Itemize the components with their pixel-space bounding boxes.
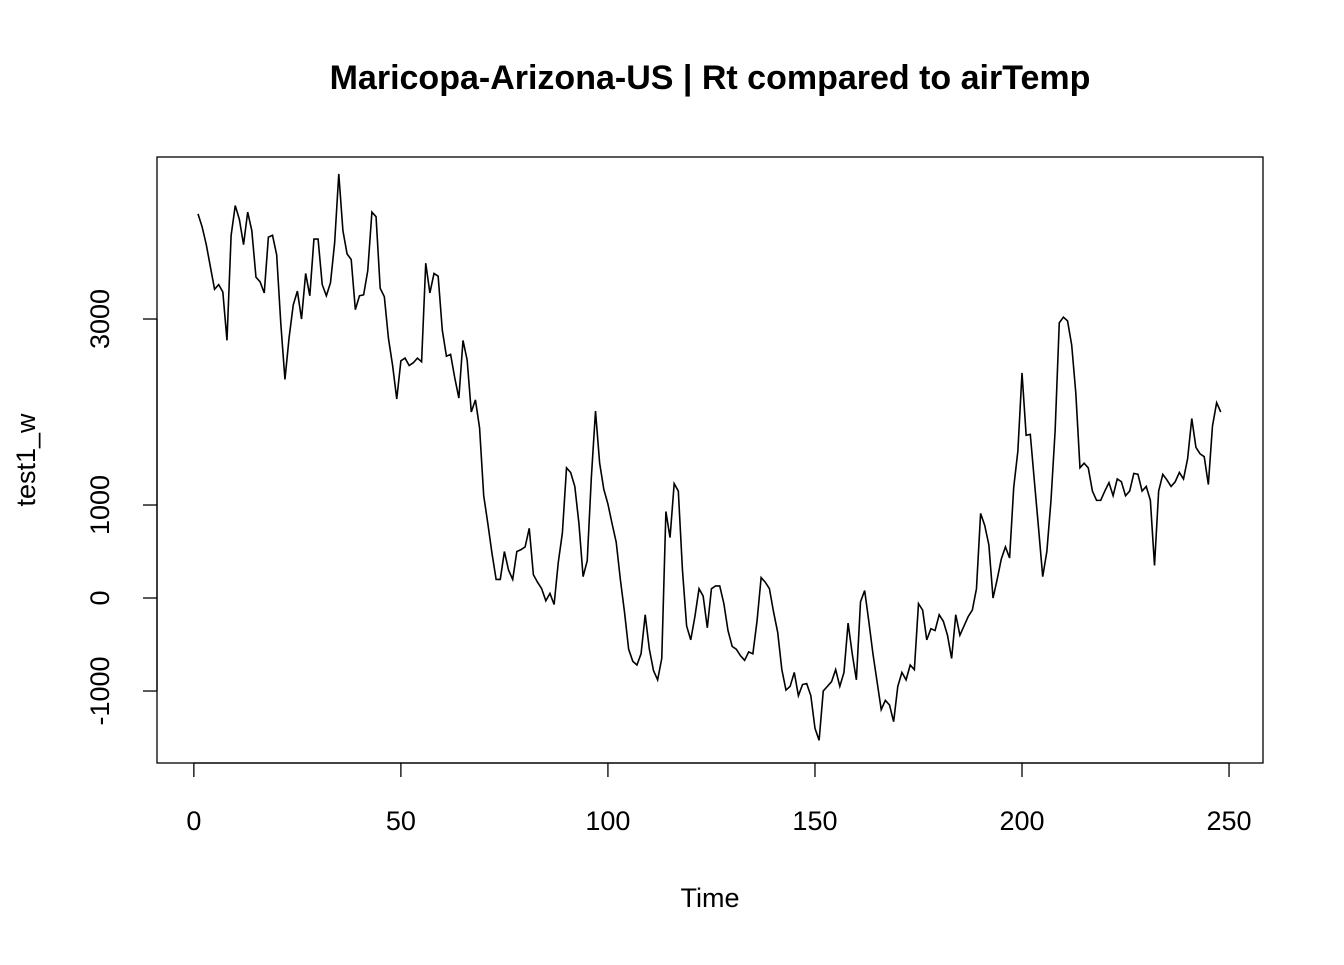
x-tick-label: 50 — [386, 806, 416, 836]
y-tick-label: -1000 — [85, 656, 115, 725]
x-tick-label: 150 — [792, 806, 837, 836]
y-tick-label: 0 — [85, 590, 115, 605]
x-tick-label: 100 — [585, 806, 630, 836]
y-tick-label: 1000 — [85, 475, 115, 535]
x-axis-label: Time — [681, 883, 740, 913]
data-line — [197, 173, 1222, 741]
y-tick-label: 3000 — [85, 289, 115, 349]
x-tick-label: 250 — [1207, 806, 1252, 836]
x-tick-label: 200 — [999, 806, 1044, 836]
y-axis-label: test1_w — [11, 413, 41, 507]
chart-title: Maricopa-Arizona-US | Rt compared to air… — [330, 59, 1091, 97]
x-tick-label: 0 — [186, 806, 201, 836]
